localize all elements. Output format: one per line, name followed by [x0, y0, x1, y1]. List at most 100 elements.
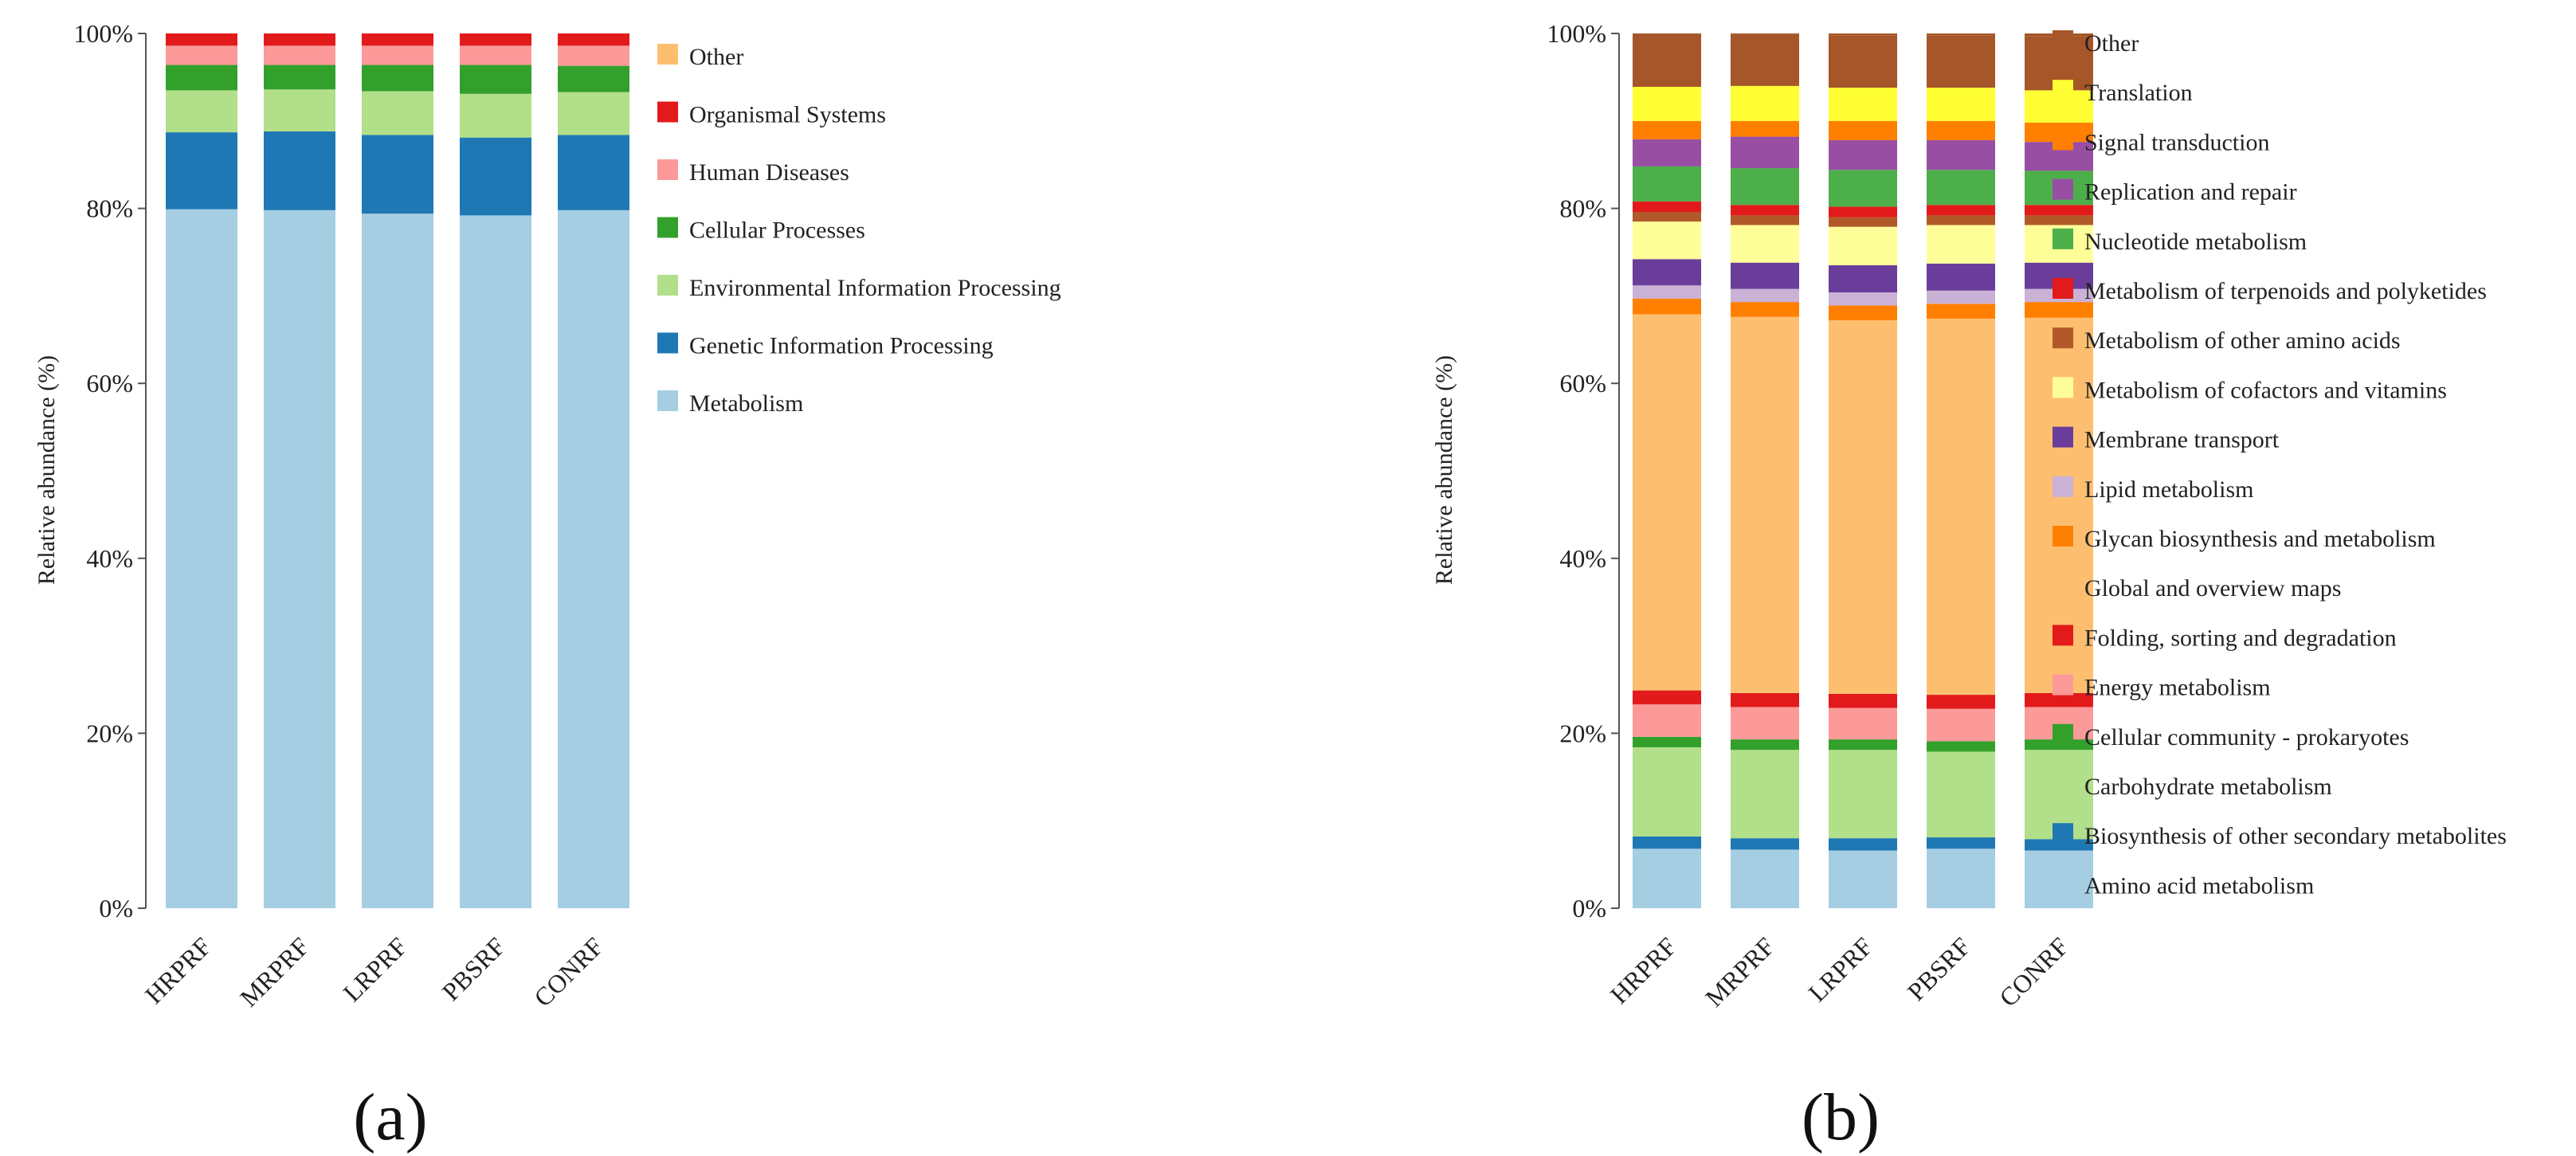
legend-swatch — [2053, 723, 2073, 745]
bar-segment — [1633, 201, 1701, 212]
bar-segment — [1927, 848, 1995, 908]
legend-label: Signal transduction — [2084, 129, 2269, 155]
legend-swatch — [2053, 774, 2073, 794]
bar-segment — [264, 65, 335, 90]
legend-label: Metabolism of terpenoids and polyketides — [2084, 278, 2487, 304]
legend-swatch — [2053, 426, 2073, 448]
legend-swatch — [2053, 575, 2073, 597]
bar-segment — [1927, 263, 1995, 291]
bar-segment — [1829, 88, 1897, 121]
legend-label: Human Diseases — [689, 159, 849, 186]
bar-segment — [460, 137, 531, 216]
bar-segment — [1829, 35, 1897, 88]
bar-segment — [558, 33, 629, 46]
bar-segment — [2025, 205, 2093, 216]
stacked-bars — [166, 33, 629, 908]
y-axis-label: Relative abundance (%) — [33, 355, 60, 585]
bar-segment — [1633, 736, 1701, 747]
bar-segment — [166, 45, 237, 65]
legend-swatch — [2053, 228, 2073, 249]
x-axis-tick-labels: HRPRF MRPRF LRPRF PBSRF CONRF — [1605, 931, 2074, 1012]
y-axis-label: Relative abundance (%) — [1431, 355, 1457, 585]
bar-segment — [1829, 226, 1897, 265]
y-tick-label: 80% — [86, 194, 133, 223]
panel-caption: (a) — [353, 1080, 427, 1154]
bar-segment — [166, 33, 237, 46]
bar-segment — [2025, 302, 2093, 318]
legend-label: Membrane transport — [2084, 427, 2280, 453]
bar-segment — [1927, 751, 1995, 838]
legend-label: Translation — [2084, 80, 2193, 106]
x-tick-label: CONRF — [1994, 931, 2074, 1012]
legend-swatch — [2053, 625, 2073, 646]
bar-segment — [1633, 836, 1701, 849]
legend-label: Cellular Processes — [689, 217, 865, 244]
bar-segment — [1829, 693, 1897, 708]
legend-label: Biosynthesis of other secondary metaboli… — [2084, 823, 2507, 849]
legend: Other Translation Signal transduction Repli… — [2053, 30, 2507, 899]
legend-swatch — [2053, 526, 2073, 547]
bar-segment — [1829, 139, 1897, 170]
bar-segment — [1829, 217, 1897, 227]
bar-segment — [264, 210, 335, 908]
legend-swatch — [2053, 674, 2073, 696]
x-tick-label: PBSRF — [437, 931, 511, 1005]
bar-segment — [1927, 170, 1995, 206]
y-tick-label: 80% — [1559, 194, 1606, 223]
stacked-bars — [1633, 33, 2093, 908]
bar-segment — [1731, 849, 1799, 908]
bar-segment — [1633, 211, 1701, 222]
x-tick-label: CONRF — [528, 931, 609, 1012]
bar-segment — [460, 33, 531, 46]
bar-segment — [1731, 316, 1799, 693]
bar-segment — [362, 65, 433, 92]
bar-segment — [558, 45, 629, 66]
bar-segment — [1829, 292, 1897, 306]
bar-segment — [1633, 120, 1701, 139]
y-tick-label: 0% — [99, 894, 133, 923]
legend-swatch — [2053, 377, 2073, 398]
x-tick-label: HRPRF — [139, 931, 217, 1009]
bar-segment-remainder — [1731, 33, 1799, 35]
bar-segment — [1829, 265, 1897, 293]
panel-caption: (b) — [1802, 1080, 1880, 1154]
legend-label: Metabolism of cofactors and vitamins — [2084, 377, 2447, 403]
bar-segment — [1633, 259, 1701, 286]
bar-segment — [1633, 285, 1701, 299]
legend-swatch — [2053, 80, 2073, 101]
legend-label: Other — [2084, 30, 2139, 57]
y-tick-label: 100% — [73, 19, 133, 48]
bar-segment — [264, 89, 335, 131]
legend-label: Metabolism — [689, 390, 803, 417]
legend-swatch — [657, 101, 678, 123]
bar-segment — [460, 93, 531, 138]
bar-segment — [362, 33, 433, 46]
bar-segment — [362, 91, 433, 135]
bar-segment — [1633, 690, 1701, 705]
bar-segment — [1927, 695, 1995, 709]
legend-swatch — [2053, 278, 2073, 299]
bar-segment — [1927, 225, 1995, 264]
x-tick-label: MRPRF — [1700, 931, 1780, 1012]
legend-label: Organismal Systems — [689, 102, 886, 128]
bar-segment — [558, 135, 629, 210]
bar-segment — [1731, 225, 1799, 263]
bar-segment — [1633, 848, 1701, 908]
bar-segment — [460, 45, 531, 65]
y-axis-ticks: 0% 20% 40% 60% 80% 100% — [73, 19, 146, 923]
legend-swatch — [657, 275, 678, 296]
bar-segment — [1731, 739, 1799, 750]
chart-panel-b: Relative abundance (%) 0% 20% 40% 60% 80% 100… — [1431, 19, 2507, 1154]
legend-swatch — [657, 390, 678, 411]
bar-segment — [1829, 206, 1897, 217]
y-tick-label: 20% — [86, 719, 133, 747]
legend-label: Global and overview maps — [2084, 575, 2341, 602]
bar-segment — [1927, 35, 1995, 88]
legend-swatch — [657, 217, 678, 238]
legend-label: Cellular community - prokaryotes — [2084, 724, 2409, 750]
bar-segment — [1633, 166, 1701, 202]
bar-segment — [1731, 205, 1799, 216]
legend-swatch — [2053, 178, 2073, 200]
legend-label: Carbohydrate metabolism — [2084, 774, 2332, 800]
